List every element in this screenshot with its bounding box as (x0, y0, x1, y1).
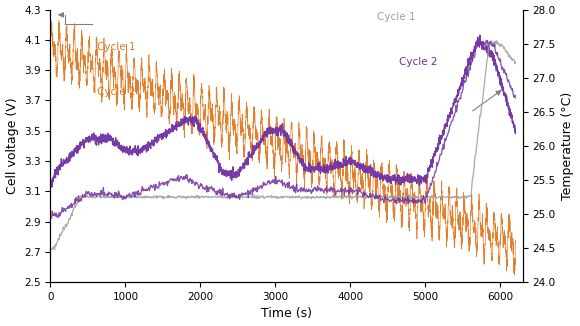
Y-axis label: Temperature (°C): Temperature (°C) (561, 92, 574, 200)
X-axis label: Time (s): Time (s) (261, 307, 312, 320)
Text: Cycle 2: Cycle 2 (97, 87, 136, 97)
Text: Cycle 1: Cycle 1 (376, 12, 415, 22)
Y-axis label: Cell voltage (V): Cell voltage (V) (6, 97, 19, 194)
Text: Cycle 2: Cycle 2 (399, 57, 438, 67)
Text: Cycle 1: Cycle 1 (97, 42, 136, 52)
